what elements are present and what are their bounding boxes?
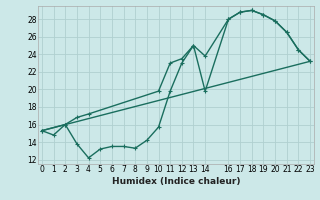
- X-axis label: Humidex (Indice chaleur): Humidex (Indice chaleur): [112, 177, 240, 186]
